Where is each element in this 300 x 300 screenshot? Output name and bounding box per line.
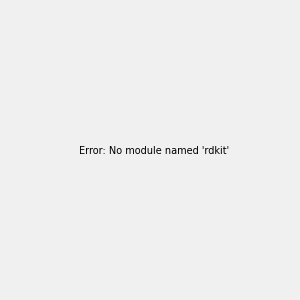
- Text: Error: No module named 'rdkit': Error: No module named 'rdkit': [79, 146, 229, 157]
